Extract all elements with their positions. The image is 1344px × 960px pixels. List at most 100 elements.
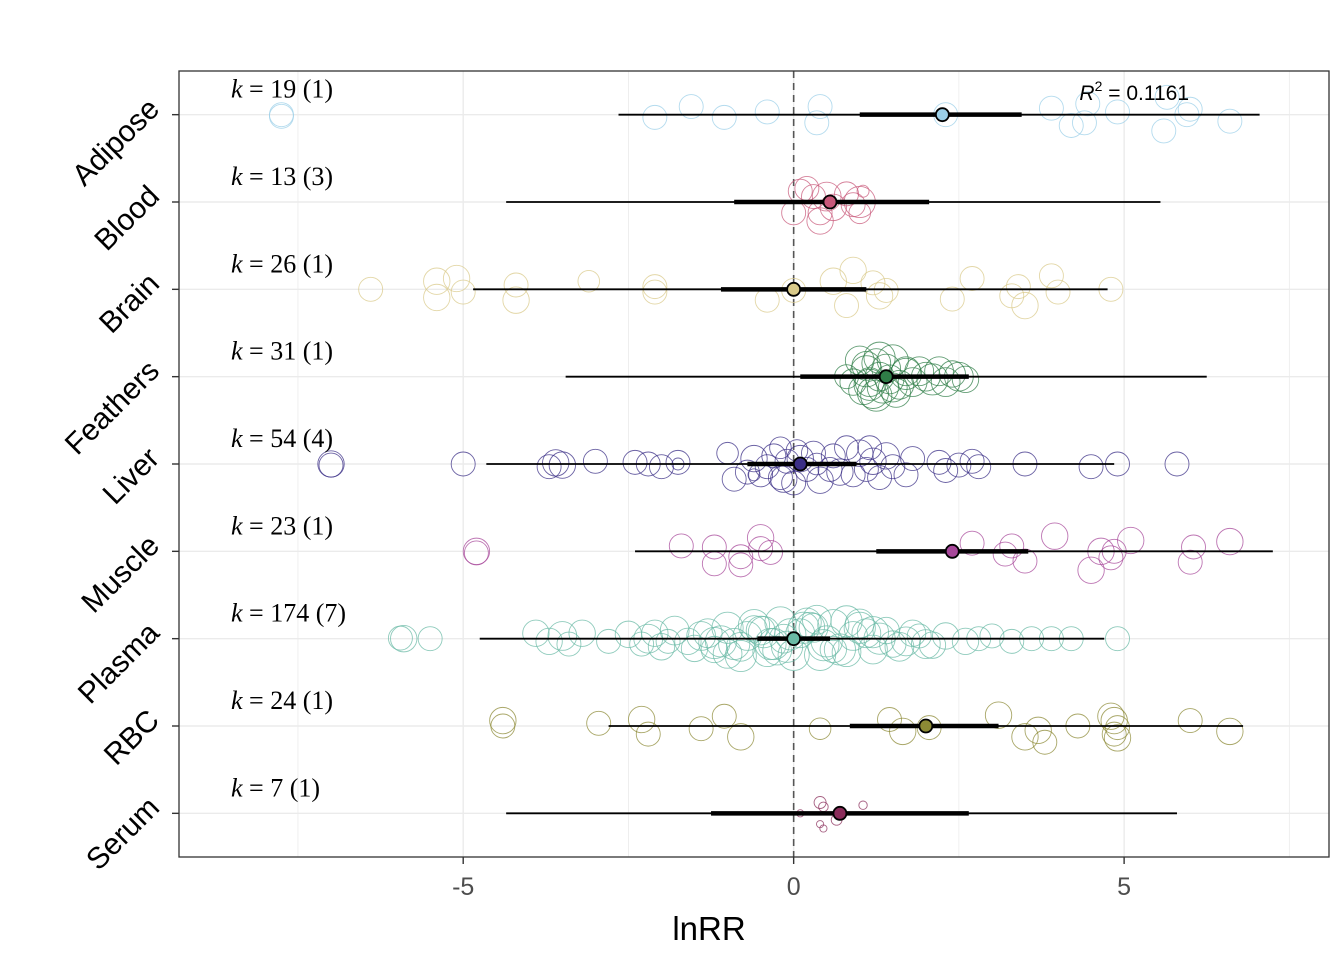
r2-annotation: R2 = 0.1161 <box>1079 78 1189 105</box>
data-point-plasma <box>787 611 820 644</box>
data-point-muscle <box>999 533 1025 559</box>
data-point-adipose <box>1072 110 1097 136</box>
data-point-plasma <box>659 615 690 646</box>
data-point-liver <box>817 456 843 482</box>
data-point-plasma <box>999 628 1025 654</box>
data-point-liver <box>853 456 879 482</box>
data-point-liver <box>933 458 959 483</box>
data-point-liver <box>747 468 761 482</box>
data-point-feathers <box>930 367 961 397</box>
data-point-feathers <box>860 379 893 412</box>
data-point-rbc <box>489 706 517 735</box>
data-point-muscle <box>992 541 1018 567</box>
category-label-feathers: Feathers <box>59 354 166 461</box>
data-point-plasma <box>724 639 757 673</box>
data-point-plasma <box>951 627 980 656</box>
data-point-feathers <box>853 368 886 401</box>
data-point-rbc <box>635 721 661 747</box>
x-tick-label: 5 <box>1117 873 1131 901</box>
data-point-muscle <box>463 540 489 566</box>
data-point-plasma <box>932 622 960 650</box>
data-point-liver <box>880 454 906 480</box>
data-point-adipose <box>1038 95 1064 121</box>
data-point-serum <box>819 824 828 833</box>
data-point-adipose <box>1058 113 1084 138</box>
x-axis: -5 0 5 <box>452 857 1131 901</box>
data-point-plasma <box>979 623 1005 649</box>
data-point-liver <box>740 444 768 473</box>
data-point-blood <box>819 193 847 222</box>
data-point-plasma <box>522 619 550 647</box>
group-estimates <box>786 107 960 821</box>
data-point-blood <box>834 181 859 207</box>
category-label-adipose: Adipose <box>66 92 166 192</box>
data-point-brain <box>1045 279 1071 305</box>
data-point-brain <box>502 286 530 314</box>
data-point-plasma <box>891 626 921 657</box>
data-point-rbc <box>1101 721 1127 747</box>
k-label-adipose: k = 19 (1) <box>231 75 333 104</box>
data-point-muscle <box>1041 522 1069 550</box>
data-point-brain <box>819 267 847 295</box>
data-point-plasma <box>718 628 751 661</box>
data-point-plasma <box>747 616 780 649</box>
category-label-brain: Brain <box>93 267 166 340</box>
estimate-point-brain <box>786 281 802 297</box>
data-point-muscle <box>746 524 775 552</box>
k-label-liver: k = 54 (4) <box>231 424 333 453</box>
data-point-plasma <box>798 612 829 643</box>
data-point-liver <box>946 452 972 478</box>
data-point-plasma <box>785 618 816 649</box>
data-point-plasma <box>417 626 443 652</box>
data-point-adipose <box>1217 108 1243 134</box>
data-point-adipose <box>1151 118 1177 144</box>
data-point-liver <box>716 441 739 465</box>
data-point-liver <box>536 454 562 480</box>
data-point-adipose <box>754 99 780 125</box>
data-point-muscle <box>1012 548 1038 574</box>
data-point-plasma <box>596 628 622 654</box>
data-point-blood <box>787 178 813 204</box>
data-point-rbc <box>1105 715 1130 741</box>
data-point-rbc <box>586 710 612 736</box>
data-point-plasma <box>674 627 702 656</box>
data-point-muscle <box>1177 549 1203 575</box>
data-point-plasma <box>830 605 863 638</box>
data-point-muscle <box>1117 526 1145 555</box>
data-point-rbc <box>1216 717 1244 746</box>
data-point-muscle <box>1077 556 1105 584</box>
data-point-muscle <box>701 534 727 560</box>
data-point-brain <box>503 272 529 298</box>
data-point-feathers <box>851 350 882 381</box>
data-point-rbc <box>711 703 737 729</box>
data-point-adipose <box>678 94 704 119</box>
data-point-plasma <box>823 633 856 666</box>
estimate-point-muscle <box>944 543 960 559</box>
data-point-liver <box>826 458 854 486</box>
data-point-plasma <box>817 609 850 642</box>
data-point-feathers <box>938 360 966 388</box>
category-label-plasma: Plasma <box>72 616 166 710</box>
category-label-rbc: RBC <box>98 704 166 772</box>
data-point-brain <box>1011 291 1039 320</box>
data-point-muscle <box>959 530 985 556</box>
data-point-feathers <box>877 372 908 403</box>
data-point-rbc <box>1024 716 1052 744</box>
data-point-liver <box>318 452 344 478</box>
data-point-liver <box>820 443 846 469</box>
data-point-plasma <box>1105 626 1130 652</box>
data-point-plasma <box>535 627 563 656</box>
data-point-plasma <box>568 619 596 647</box>
data-point-liver <box>721 466 747 492</box>
data-point-plasma <box>918 631 947 659</box>
data-point-brain <box>358 276 384 302</box>
data-point-brain <box>642 274 668 300</box>
data-point-brain <box>939 286 965 312</box>
data-point-liver <box>959 448 985 474</box>
data-point-plasma <box>807 629 840 662</box>
data-point-serum <box>858 800 868 810</box>
data-point-liver <box>786 444 814 473</box>
data-point-feathers <box>897 367 928 397</box>
data-point-adipose <box>1105 99 1130 125</box>
data-point-liver <box>926 449 952 475</box>
